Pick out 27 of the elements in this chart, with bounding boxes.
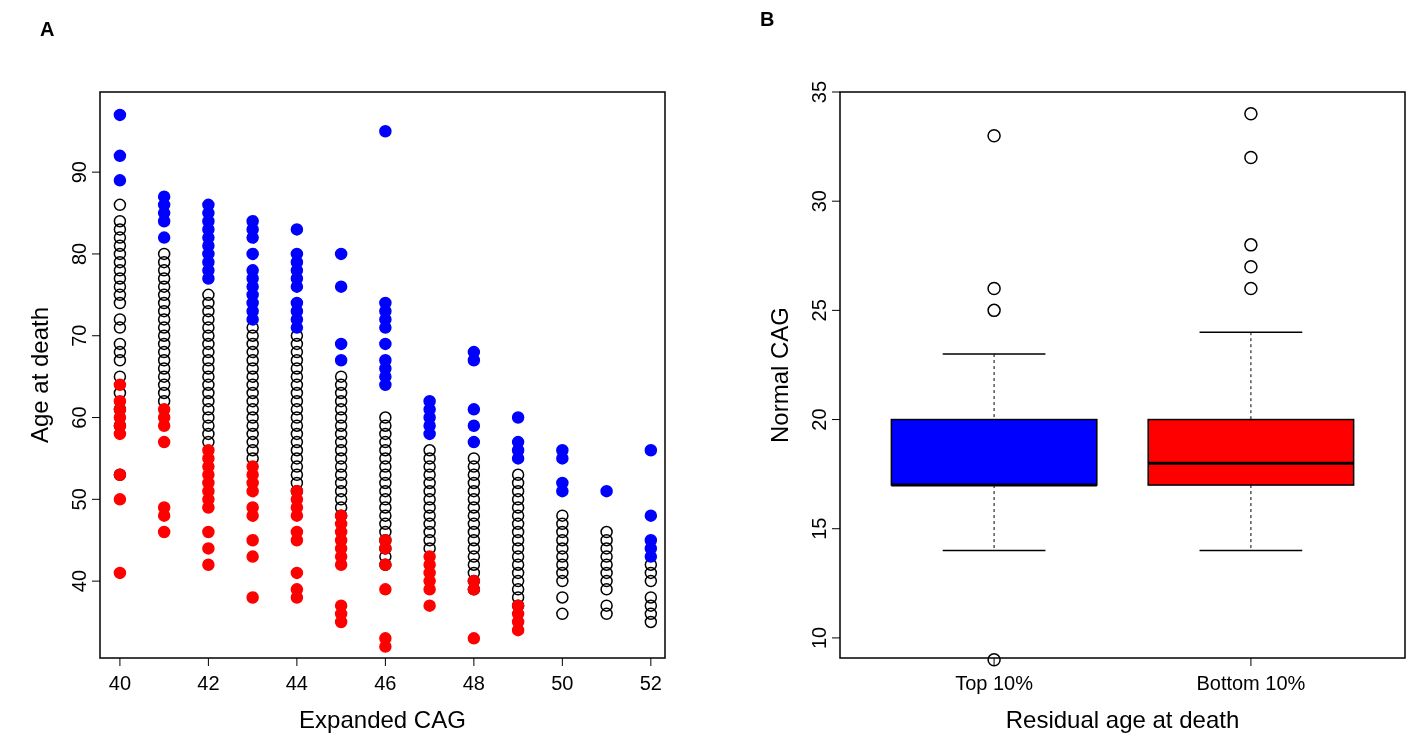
y-tick-label: 30 xyxy=(808,190,830,213)
x-tick-label: Top 10% xyxy=(955,672,1034,694)
y-axis-title: Age at death xyxy=(26,306,53,444)
y-tick-label: 70 xyxy=(68,324,90,347)
x-tick-label: 44 xyxy=(285,672,309,694)
y-tick-label: 50 xyxy=(68,488,90,511)
chart-title: A xyxy=(40,18,55,40)
x-tick-label: Bottom 10% xyxy=(1196,672,1306,694)
y-tick-label: 60 xyxy=(68,406,90,429)
x-tick-label: 52 xyxy=(639,672,662,694)
y-tick-label: 25 xyxy=(808,299,830,322)
x-tick-label: 50 xyxy=(551,672,574,694)
x-tick-label: 48 xyxy=(462,672,485,694)
x-axis-title: Residual age at death xyxy=(1005,706,1240,733)
y-tick-label: 80 xyxy=(68,242,90,266)
x-tick-label: 42 xyxy=(197,672,220,694)
chart-title: B xyxy=(760,8,775,30)
x-tick-label: 40 xyxy=(108,672,132,694)
y-axis-title: Normal CAG xyxy=(766,306,793,444)
y-tick-label: 40 xyxy=(68,569,90,593)
y-tick-label: 90 xyxy=(68,161,90,184)
x-tick-label: 46 xyxy=(374,672,397,694)
x-axis-title: Expanded CAG xyxy=(299,706,466,733)
y-tick-label: 10 xyxy=(808,626,830,650)
y-tick-label: 35 xyxy=(808,80,830,104)
y-tick-label: 15 xyxy=(808,517,830,540)
y-tick-label: 20 xyxy=(808,408,830,431)
